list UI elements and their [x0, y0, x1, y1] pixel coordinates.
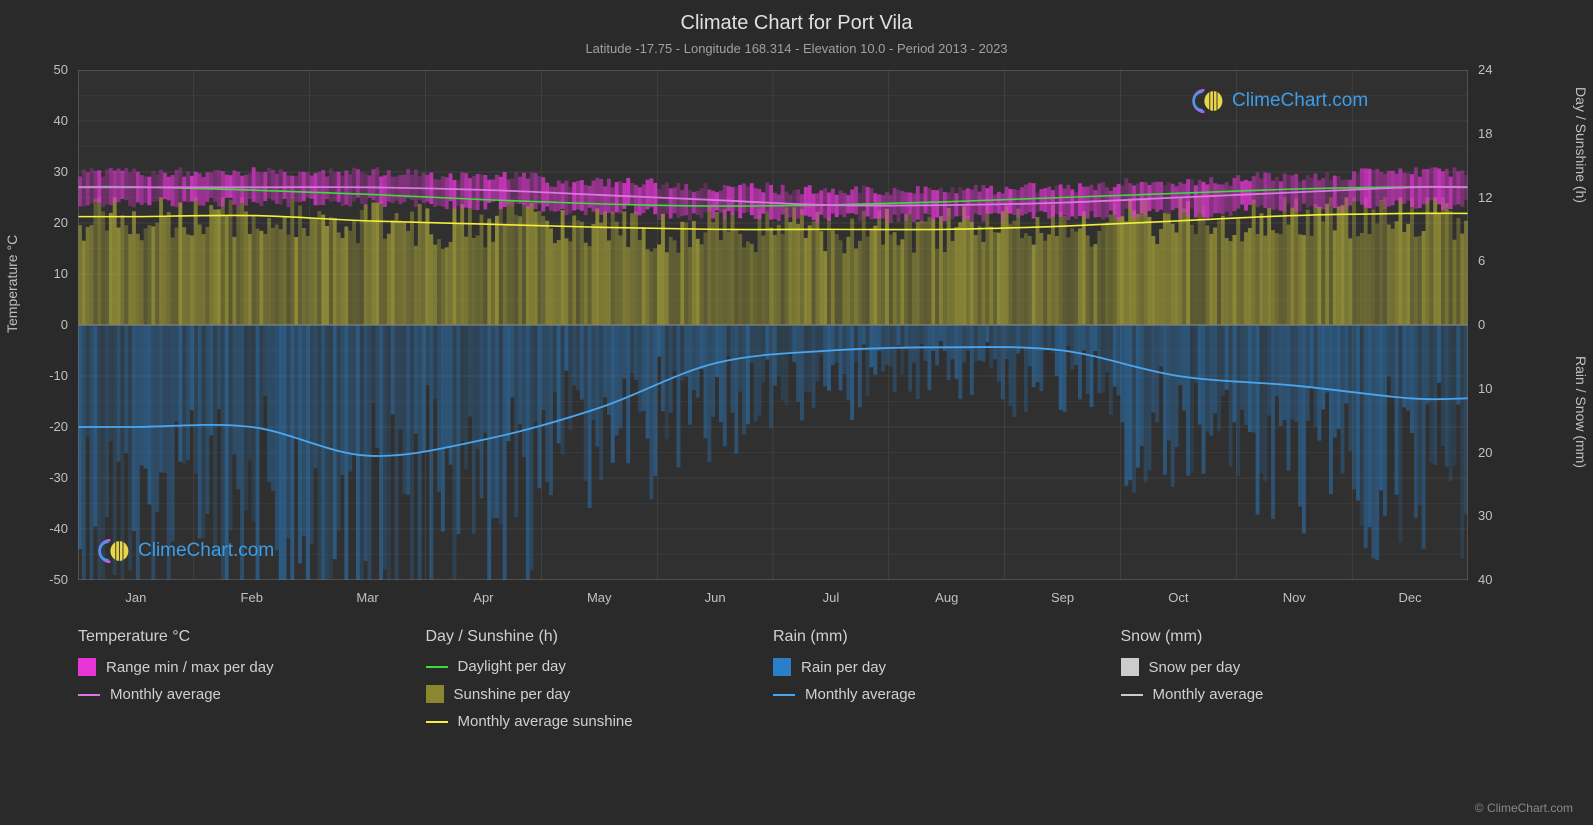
legend-swatch: [1121, 658, 1139, 676]
x-tick-month: Jun: [685, 590, 745, 605]
y-tick-left: 0: [28, 317, 68, 332]
legend-label: Monthly average: [110, 686, 221, 703]
legend-swatch: [773, 658, 791, 676]
chart-subtitle: Latitude -17.75 - Longitude 168.314 - El…: [0, 35, 1593, 56]
y-tick-right-top: 18: [1478, 126, 1518, 141]
y-tick-right-bottom: 10: [1478, 381, 1518, 396]
legend-item: Daylight per day: [426, 658, 774, 675]
legend-label: Monthly average: [805, 686, 916, 703]
y-tick-left: 10: [28, 266, 68, 281]
legend-header: Snow (mm): [1121, 628, 1469, 646]
y-tick-right-bottom: 30: [1478, 508, 1518, 523]
y-axis-right-top-label: Day / Sunshine (h): [1573, 87, 1589, 203]
legend-line-marker: [426, 721, 448, 723]
x-tick-month: Aug: [917, 590, 977, 605]
legend-label: Range min / max per day: [106, 659, 274, 676]
legend-line-marker: [1121, 694, 1143, 696]
chart-title: Climate Chart for Port Vila: [0, 0, 1593, 35]
legend-group: Day / Sunshine (h) Daylight per day Sunshi…: [426, 628, 774, 740]
y-tick-left: -10: [28, 368, 68, 383]
legend-item: Monthly average: [1121, 686, 1469, 703]
legend-header: Day / Sunshine (h): [426, 628, 774, 646]
x-tick-month: Jul: [801, 590, 861, 605]
y-tick-left: -30: [28, 470, 68, 485]
legend-group: Rain (mm) Rain per day Monthly average: [773, 628, 1121, 740]
x-tick-month: May: [569, 590, 629, 605]
legend-label: Sunshine per day: [454, 686, 571, 703]
y-tick-left: 20: [28, 215, 68, 230]
footer-credit: © ClimeChart.com: [1475, 801, 1573, 815]
legend-label: Monthly average sunshine: [458, 713, 633, 730]
y-tick-left: -40: [28, 521, 68, 536]
legend: Temperature °C Range min / max per day Mon…: [78, 628, 1468, 740]
legend-header: Rain (mm): [773, 628, 1121, 646]
y-tick-right-top: 0: [1478, 317, 1518, 332]
y-axis-right-bottom-label: Rain / Snow (mm): [1573, 356, 1589, 468]
y-tick-right-top: 12: [1478, 190, 1518, 205]
legend-line-marker: [78, 694, 100, 696]
watermark-logo-icon: [1190, 86, 1226, 116]
x-tick-month: Feb: [222, 590, 282, 605]
legend-item: Monthly average: [78, 686, 426, 703]
watermark: ClimeChart.com: [96, 536, 274, 566]
y-tick-left: 30: [28, 164, 68, 179]
y-tick-right-top: 24: [1478, 62, 1518, 77]
legend-header: Temperature °C: [78, 628, 426, 646]
legend-item: Monthly average: [773, 686, 1121, 703]
y-tick-left: -20: [28, 419, 68, 434]
x-tick-month: Mar: [338, 590, 398, 605]
watermark: ClimeChart.com: [1190, 86, 1368, 116]
x-tick-month: Dec: [1380, 590, 1440, 605]
legend-swatch: [78, 658, 96, 676]
legend-line-marker: [773, 694, 795, 696]
climate-chart: Climate Chart for Port Vila Latitude -17…: [0, 0, 1593, 825]
y-tick-right-bottom: 20: [1478, 445, 1518, 460]
legend-label: Rain per day: [801, 659, 886, 676]
legend-group: Temperature °C Range min / max per day Mon…: [78, 628, 426, 740]
legend-line-marker: [426, 666, 448, 668]
legend-swatch: [426, 685, 444, 703]
watermark-text: ClimeChart.com: [1232, 90, 1368, 112]
legend-item: Snow per day: [1121, 658, 1469, 676]
x-tick-month: Sep: [1033, 590, 1093, 605]
x-tick-month: Apr: [453, 590, 513, 605]
legend-item: Monthly average sunshine: [426, 713, 774, 730]
plot-svg: [78, 70, 1468, 580]
y-tick-left: -50: [28, 572, 68, 587]
legend-item: Range min / max per day: [78, 658, 426, 676]
y-tick-right-top: 6: [1478, 253, 1518, 268]
legend-label: Monthly average: [1153, 686, 1264, 703]
x-tick-month: Nov: [1264, 590, 1324, 605]
x-tick-month: Jan: [106, 590, 166, 605]
legend-item: Sunshine per day: [426, 685, 774, 703]
y-tick-left: 50: [28, 62, 68, 77]
legend-label: Snow per day: [1149, 659, 1241, 676]
watermark-logo-icon: [96, 536, 132, 566]
legend-label: Daylight per day: [458, 658, 566, 675]
plot-area: [78, 70, 1468, 580]
legend-group: Snow (mm) Snow per day Monthly average: [1121, 628, 1469, 740]
x-tick-month: Oct: [1148, 590, 1208, 605]
y-axis-left-label: Temperature °C: [4, 235, 20, 333]
y-tick-right-bottom: 40: [1478, 572, 1518, 587]
watermark-text: ClimeChart.com: [138, 540, 274, 562]
y-tick-left: 40: [28, 113, 68, 128]
legend-item: Rain per day: [773, 658, 1121, 676]
